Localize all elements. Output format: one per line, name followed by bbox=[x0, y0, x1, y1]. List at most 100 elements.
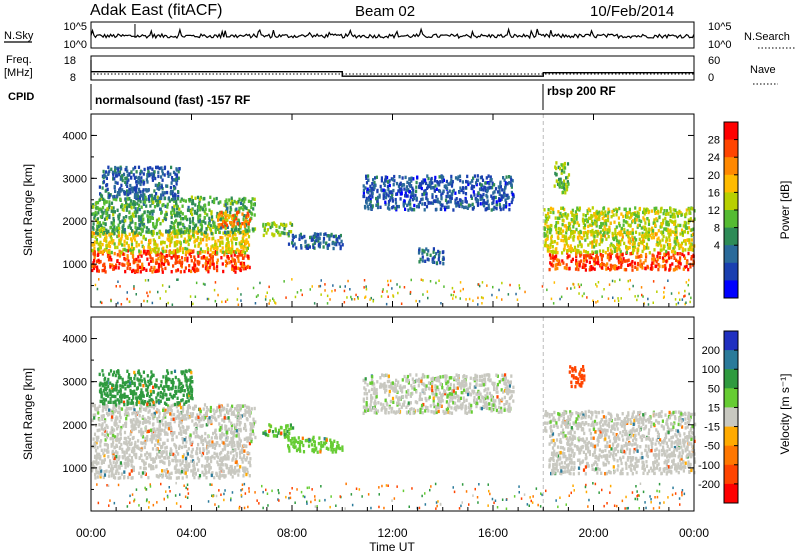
power-cell bbox=[130, 239, 133, 243]
power-cell bbox=[98, 249, 101, 253]
velocity-cell bbox=[251, 422, 254, 426]
power-cell bbox=[112, 267, 115, 271]
velocity-cell bbox=[152, 457, 155, 462]
velocity-cell bbox=[132, 468, 135, 472]
velocity-cell bbox=[229, 470, 232, 474]
velocity-cell bbox=[98, 404, 101, 408]
velocity-cell bbox=[211, 443, 214, 447]
velocity-cell bbox=[119, 432, 122, 436]
velocity-cell bbox=[99, 457, 102, 461]
power-cell bbox=[580, 244, 583, 249]
power-cell bbox=[567, 221, 571, 226]
power-cell bbox=[590, 233, 593, 237]
power-cell bbox=[99, 240, 102, 245]
power-cell bbox=[606, 214, 609, 219]
power-cell bbox=[561, 185, 564, 189]
power-cell bbox=[607, 234, 610, 239]
power-cell bbox=[478, 187, 482, 191]
velocity-cell bbox=[119, 445, 122, 450]
velocity-cell bbox=[126, 442, 129, 447]
power-cell bbox=[170, 176, 174, 180]
power-cell bbox=[560, 206, 563, 210]
power-cell bbox=[103, 265, 106, 270]
power-cell bbox=[630, 215, 633, 219]
power-cell bbox=[661, 264, 664, 269]
power-cell bbox=[465, 179, 468, 184]
power-cell bbox=[134, 165, 137, 170]
power-cell bbox=[208, 219, 211, 223]
power-cell bbox=[98, 221, 101, 226]
power-ytick-label: 3000 bbox=[63, 173, 87, 185]
power-cell bbox=[206, 213, 209, 217]
power-cell bbox=[647, 303, 650, 306]
power-cell bbox=[357, 297, 359, 300]
velocity-cell bbox=[192, 473, 195, 477]
power-cell bbox=[686, 230, 690, 235]
velocity-cell bbox=[233, 448, 236, 452]
power-cell bbox=[617, 246, 620, 251]
power-cell bbox=[170, 270, 173, 274]
power-cell bbox=[181, 247, 185, 251]
power-cell bbox=[421, 192, 424, 197]
power-cell bbox=[154, 196, 157, 200]
power-cell bbox=[547, 208, 550, 212]
power-cell bbox=[94, 283, 97, 287]
power-cell bbox=[604, 221, 607, 226]
velocity-cell bbox=[120, 442, 123, 447]
power-cell bbox=[128, 210, 131, 215]
power-cell bbox=[618, 206, 621, 211]
power-cell bbox=[273, 299, 275, 302]
power-cell bbox=[175, 240, 178, 244]
velocity-cell bbox=[96, 452, 99, 456]
power-cell bbox=[204, 203, 207, 208]
power-cell bbox=[603, 288, 605, 291]
power-cell bbox=[515, 292, 517, 296]
power-heatmap bbox=[91, 114, 696, 307]
power-cell bbox=[99, 197, 102, 201]
power-cell bbox=[190, 259, 193, 263]
velocity-cell bbox=[208, 444, 211, 448]
power-cell bbox=[293, 242, 296, 246]
power-cell bbox=[132, 236, 135, 240]
power-cell bbox=[685, 212, 688, 216]
power-cell bbox=[408, 198, 412, 203]
velocity-cell bbox=[166, 438, 169, 442]
power-cell bbox=[583, 233, 586, 238]
power-cell bbox=[543, 231, 546, 236]
power-cell bbox=[211, 244, 214, 248]
power-cell bbox=[380, 295, 383, 298]
power-cell bbox=[445, 194, 448, 199]
power-cell bbox=[447, 200, 450, 204]
power-cell bbox=[562, 213, 565, 217]
velocity-cell bbox=[246, 451, 249, 455]
power-cell bbox=[230, 220, 233, 225]
power-cell bbox=[292, 235, 295, 239]
power-cell bbox=[231, 202, 234, 206]
power-cell bbox=[573, 286, 576, 289]
power-cell bbox=[161, 169, 164, 173]
power-cell bbox=[133, 231, 136, 235]
power-cell bbox=[265, 231, 268, 235]
power-cell bbox=[480, 175, 483, 179]
power-cell bbox=[615, 239, 619, 243]
power-cell bbox=[679, 252, 682, 256]
power-cell bbox=[172, 230, 175, 234]
velocity-cell bbox=[220, 462, 223, 466]
power-cell bbox=[161, 172, 164, 176]
power-cell bbox=[188, 225, 191, 230]
power-cell bbox=[131, 212, 134, 216]
power-cell bbox=[94, 235, 97, 240]
velocity-cell bbox=[175, 459, 178, 463]
power-cell bbox=[199, 222, 202, 226]
power-cell bbox=[657, 243, 660, 247]
power-cell bbox=[410, 194, 413, 198]
power-cell bbox=[157, 170, 160, 175]
power-cell bbox=[543, 226, 546, 231]
power-cell bbox=[157, 187, 160, 191]
power-cell bbox=[135, 244, 138, 248]
power-cell bbox=[296, 291, 299, 294]
power-cell bbox=[656, 239, 659, 244]
power-cell bbox=[105, 239, 108, 243]
power-cell bbox=[105, 244, 108, 248]
power-cell bbox=[205, 243, 208, 247]
